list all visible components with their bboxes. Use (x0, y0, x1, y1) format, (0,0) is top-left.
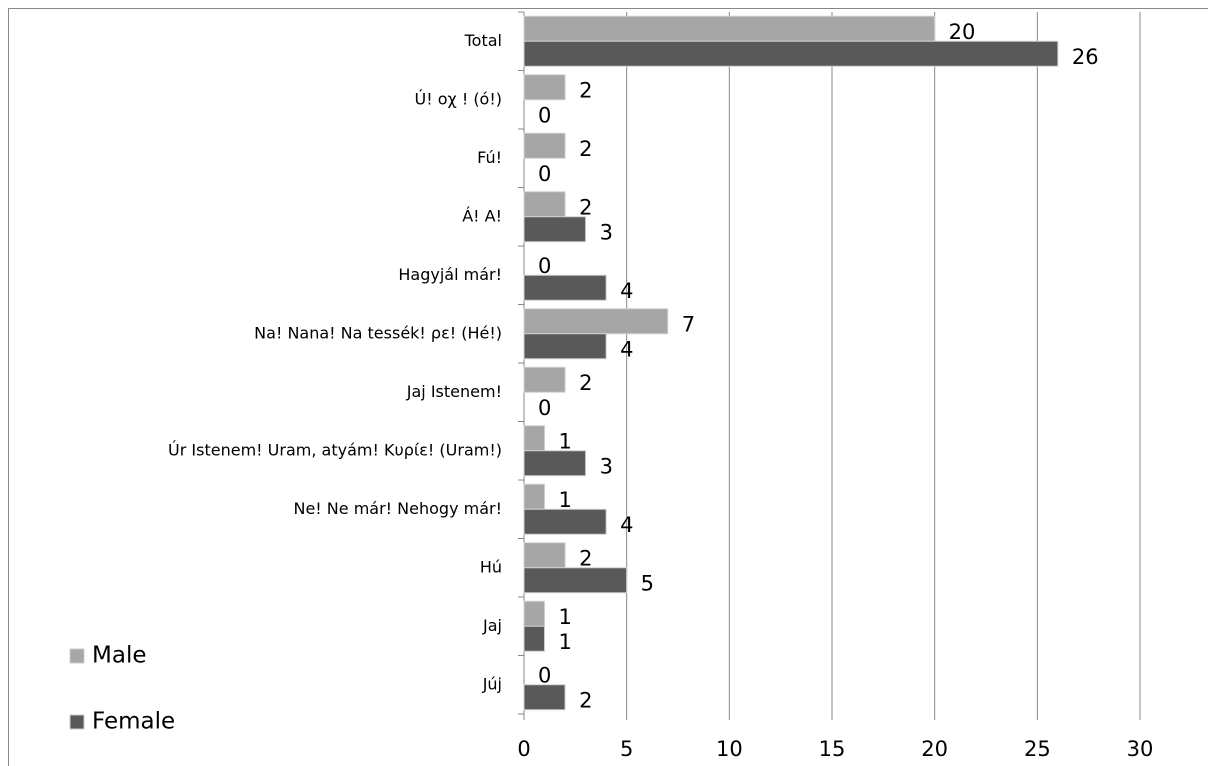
bar (523, 15, 936, 42)
data-label: 5 (641, 571, 654, 595)
bar (523, 450, 587, 477)
y-tick-label: Hagyjál már! (398, 265, 502, 284)
data-label: 1 (559, 630, 572, 654)
bar (523, 483, 546, 510)
y-tick-label: Á! A! (462, 206, 502, 225)
data-label: 4 (620, 279, 633, 303)
x-tick-label: 5 (620, 737, 633, 761)
data-label: 0 (538, 162, 551, 186)
bar (523, 625, 546, 652)
bar (523, 308, 669, 335)
y-tick-label: Total (464, 31, 502, 50)
legend-label: Male (92, 643, 146, 669)
data-label: 1 (559, 605, 572, 629)
bar (523, 132, 566, 159)
data-label: 0 (538, 396, 551, 420)
data-label: 2 (579, 78, 592, 102)
bar (523, 74, 566, 101)
y-tick-label: Hú (480, 557, 502, 576)
y-tick-label: Júj (482, 674, 502, 693)
x-tick-label: 20 (921, 737, 948, 761)
bar (523, 40, 1059, 67)
data-label: 2 (579, 688, 592, 712)
bar (523, 274, 607, 301)
y-tick-label: Fú! (477, 148, 502, 167)
bar (523, 216, 587, 243)
data-label: 0 (538, 663, 551, 687)
x-tick-label: 30 (1127, 737, 1154, 761)
data-label: 20 (949, 20, 976, 44)
chart-border (8, 8, 1208, 766)
data-label: 3 (600, 454, 613, 478)
data-label: 3 (600, 220, 613, 244)
data-label: 7 (682, 312, 695, 336)
data-label: 26 (1072, 45, 1099, 69)
y-tick-label: Úr Istenem! Uram, atyám! Κυρίε! (Uram!) (168, 440, 502, 459)
bar (523, 191, 566, 218)
bar (523, 684, 566, 711)
bar (523, 508, 607, 535)
data-label: 1 (559, 488, 572, 512)
bar (523, 425, 546, 452)
bar (523, 567, 628, 594)
data-label: 2 (579, 137, 592, 161)
legend-label: Female (92, 709, 175, 735)
y-tick-label: Ne! Ne már! Nehogy már! (293, 499, 502, 518)
data-label: 2 (579, 371, 592, 395)
data-label: 0 (538, 254, 551, 278)
y-tick-label: Na! Nana! Na tessék! ρε! (Hé!) (254, 323, 502, 342)
bar (523, 333, 607, 360)
data-label: 1 (559, 429, 572, 453)
bar (523, 366, 566, 393)
bar (523, 542, 566, 569)
x-tick-label: 25 (1024, 737, 1051, 761)
data-label: 2 (579, 546, 592, 570)
data-label: 4 (620, 337, 633, 361)
legend-swatch (69, 714, 85, 730)
y-tick-label: Jaj Istenem! (406, 382, 502, 401)
data-label: 2 (579, 195, 592, 219)
y-tick-label: Ú! οχ ! (ó!) (414, 89, 502, 108)
data-label: 4 (620, 513, 633, 537)
x-tick-label: 15 (819, 737, 846, 761)
x-tick-label: 0 (517, 737, 530, 761)
data-label: 0 (538, 103, 551, 127)
bar (523, 600, 546, 627)
y-tick-label: Jaj (482, 616, 502, 635)
legend-swatch (69, 648, 85, 664)
x-tick-label: 10 (716, 737, 743, 761)
